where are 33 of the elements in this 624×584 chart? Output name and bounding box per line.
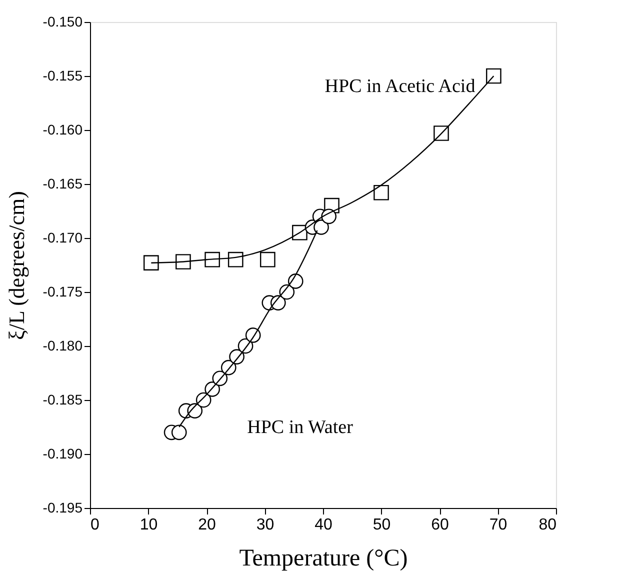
x-tick-label: 10	[140, 516, 158, 534]
y-tick-label: -0.160	[42, 122, 83, 138]
point	[204, 252, 220, 268]
x-tick-label: 30	[256, 516, 274, 534]
point	[486, 68, 502, 84]
point	[374, 184, 389, 200]
x-tick-label: 40	[314, 516, 332, 534]
point	[288, 274, 304, 289]
point	[171, 424, 187, 440]
y-tick-label: -0.185	[42, 392, 83, 408]
x-axis-title: Temperature (°C)	[239, 546, 408, 572]
point	[228, 252, 244, 268]
x-tick-label: 50	[372, 516, 391, 534]
annotation: HPC in Acetic Acid	[324, 76, 476, 97]
y-tick-label: -0.170	[42, 230, 83, 246]
y-tick-label: -0.165	[42, 176, 83, 192]
point	[314, 220, 329, 235]
x-tick-label: 70	[489, 516, 508, 534]
x-tick-label: 20	[198, 516, 216, 534]
y-tick-label: -0.195	[42, 500, 83, 516]
y-tick-label: -0.180	[42, 338, 83, 354]
x-tick-label: 80	[538, 516, 557, 534]
point	[260, 252, 276, 268]
y-tick-label: -0.155	[42, 68, 83, 84]
point	[176, 254, 191, 270]
y-axis-title: ξ/L (degrees/cm)	[4, 191, 29, 340]
y-tick-label: -0.150	[42, 14, 83, 30]
y-tick-label: -0.175	[42, 284, 83, 300]
point	[143, 255, 159, 271]
x-tick-label: 60	[431, 516, 449, 534]
y-tick-label: -0.190	[42, 446, 83, 462]
annotation: HPC in Water	[247, 417, 354, 438]
x-tick-label: 0	[90, 516, 100, 534]
